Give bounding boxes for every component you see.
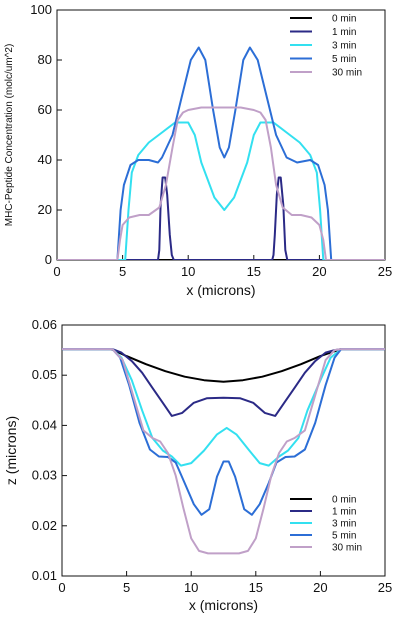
y-tick-label: 0.03: [32, 468, 57, 483]
legend-label: 0 min: [332, 495, 356, 506]
x-tick-label: 5: [119, 264, 126, 279]
x-axis-label: x (microns): [189, 597, 258, 613]
x-tick-label: 5: [123, 580, 130, 595]
series-line-3-min: [62, 348, 385, 467]
x-tick-label: 15: [249, 580, 263, 595]
legend-label: 3 min: [332, 519, 356, 530]
chart-panel-2: 0 5 10 15 20 25 0.01 0.02 0.03 0.04 0.05 0.06 x (mic…: [3, 317, 392, 613]
legend-label: 30 min: [332, 68, 362, 79]
series-line-3-min: [57, 121, 385, 260]
legend-label: 0 min: [332, 14, 356, 25]
y-tick-label: 60: [38, 102, 52, 117]
y-tick-label: 0.02: [32, 518, 57, 533]
y-tick-label: 100: [30, 2, 52, 17]
series-line-0-min: [62, 348, 385, 383]
series-line-30-min: [62, 348, 385, 555]
series-line-5-min: [57, 46, 385, 260]
plot-frame: [61, 324, 386, 577]
y-tick-label: 40: [38, 152, 52, 167]
series-line-5-min: [62, 348, 385, 516]
legend-label: 5 min: [332, 531, 356, 542]
series-line-1-min: [57, 176, 385, 260]
x-axis-label: x (microns): [186, 282, 255, 298]
x-tick-label: 25: [378, 264, 392, 279]
legend-label: 1 min: [332, 27, 356, 38]
legend-label: 1 min: [332, 507, 356, 518]
x-tick-label: 20: [313, 580, 327, 595]
y-tick-label: 20: [38, 202, 52, 217]
x-tick-label: 15: [247, 264, 261, 279]
y-tick-label: 0: [45, 252, 52, 267]
y-tick-label: 0.04: [32, 417, 57, 432]
legend-label: 30 min: [332, 543, 362, 554]
x-tick-label: 0: [58, 580, 65, 595]
series-line-1-min: [62, 348, 385, 417]
series-line-30-min: [57, 106, 385, 260]
x-tick-label: 0: [53, 264, 60, 279]
x-tick-label: 25: [378, 580, 392, 595]
x-tick-label: 10: [184, 580, 198, 595]
y-tick-label: 0.05: [32, 367, 57, 382]
x-tick-label: 10: [181, 264, 195, 279]
legend-label: 3 min: [332, 41, 356, 52]
y-axis-label: z (microns): [3, 416, 19, 485]
x-tick-label: 20: [312, 264, 326, 279]
legend-label: 5 min: [332, 54, 356, 65]
y-tick-label: 0.01: [32, 568, 57, 583]
chart-panel-1: 0 5 10 15 20 25 0 20 40 60 80 100 x (microns) MHC-Pep…: [4, 2, 392, 298]
y-tick-label: 0.06: [32, 317, 57, 332]
y-tick-label: 80: [38, 52, 52, 67]
y-axis-label: MHC-Peptide Concentration (molc/um^2): [4, 44, 15, 227]
